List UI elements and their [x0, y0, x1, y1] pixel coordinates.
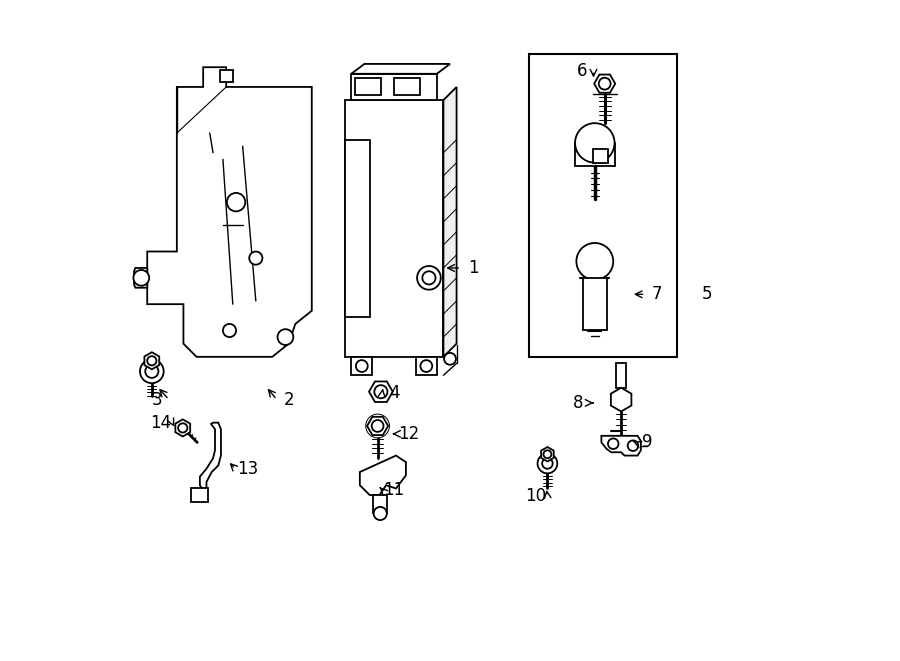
Circle shape	[140, 360, 164, 383]
Circle shape	[356, 360, 368, 372]
Text: 3: 3	[152, 391, 162, 408]
Bar	[220, 70, 233, 82]
Circle shape	[420, 360, 432, 372]
Circle shape	[227, 193, 246, 212]
Text: 6: 6	[576, 61, 587, 79]
Bar	[373, 495, 388, 514]
Polygon shape	[360, 455, 406, 495]
Text: 13: 13	[237, 460, 258, 478]
Circle shape	[178, 423, 187, 432]
Bar	[345, 139, 370, 317]
Polygon shape	[144, 352, 159, 369]
Circle shape	[444, 353, 456, 365]
Circle shape	[542, 458, 553, 469]
Circle shape	[133, 270, 149, 286]
Text: 2: 2	[284, 391, 294, 408]
Polygon shape	[444, 87, 456, 357]
Polygon shape	[369, 381, 392, 402]
Polygon shape	[134, 268, 148, 288]
Circle shape	[145, 365, 158, 378]
Text: 8: 8	[573, 394, 583, 412]
Polygon shape	[200, 422, 220, 490]
Text: 5: 5	[701, 286, 712, 303]
Circle shape	[365, 414, 390, 438]
Circle shape	[372, 420, 383, 432]
Bar	[616, 363, 626, 388]
Circle shape	[374, 385, 388, 399]
Circle shape	[249, 252, 263, 264]
Circle shape	[223, 324, 236, 337]
Polygon shape	[594, 75, 616, 93]
Polygon shape	[367, 417, 388, 435]
Bar	[351, 357, 373, 375]
Circle shape	[277, 329, 293, 345]
Polygon shape	[351, 64, 450, 74]
Circle shape	[608, 438, 618, 449]
Text: 4: 4	[389, 384, 400, 402]
Polygon shape	[541, 447, 554, 461]
Circle shape	[576, 243, 613, 280]
Circle shape	[374, 507, 387, 520]
Circle shape	[417, 266, 441, 290]
Circle shape	[148, 356, 157, 366]
Bar	[355, 79, 381, 95]
Bar	[593, 149, 608, 163]
Bar	[345, 100, 444, 357]
Bar	[191, 488, 208, 502]
Circle shape	[575, 123, 615, 163]
Bar	[583, 278, 607, 330]
Bar	[351, 74, 436, 100]
Circle shape	[537, 453, 557, 473]
Bar	[416, 357, 436, 375]
Polygon shape	[176, 419, 190, 436]
Text: 7: 7	[652, 286, 662, 303]
Bar	[529, 54, 677, 357]
Text: 9: 9	[643, 434, 652, 451]
Polygon shape	[611, 388, 632, 411]
Polygon shape	[601, 436, 641, 455]
Text: 12: 12	[399, 425, 419, 443]
Circle shape	[598, 78, 610, 90]
Text: 11: 11	[383, 481, 405, 499]
Text: 14: 14	[149, 414, 171, 432]
Circle shape	[544, 450, 552, 458]
Circle shape	[422, 271, 436, 284]
Text: 10: 10	[525, 487, 546, 506]
Bar	[394, 79, 420, 95]
Polygon shape	[148, 67, 311, 357]
Circle shape	[627, 440, 638, 451]
Text: 1: 1	[468, 259, 479, 277]
